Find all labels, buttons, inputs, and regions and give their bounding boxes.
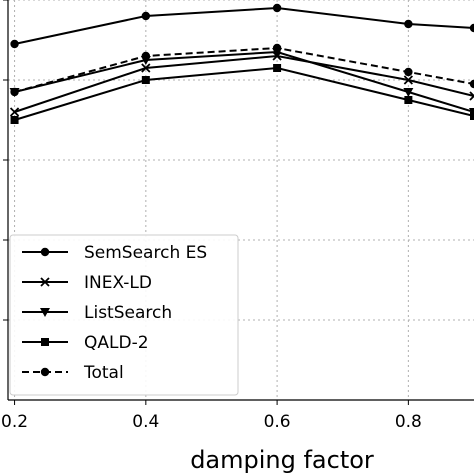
legend-marker-total (40, 367, 50, 377)
legend-label-total: Total (83, 363, 124, 383)
x-tick-label: 0.6 (264, 412, 291, 432)
data-point-inex-ld (9, 107, 20, 117)
data-point-qald-2 (273, 64, 282, 72)
data-point-semsearch-es (404, 19, 413, 29)
data-point-total (404, 67, 413, 77)
data-point-total (10, 87, 19, 97)
x-axis-ticks: 0.2 0.4 0.6 0.8 (1, 400, 422, 432)
legend-label-qald-2: QALD-2 (84, 333, 149, 353)
legend: SemSearch ES INEX-LD ListSearch QALD-2 Total (9, 234, 239, 396)
data-point-semsearch-es (10, 39, 19, 49)
legend-box (9, 234, 239, 396)
x-tick-label: 0.2 (1, 412, 28, 432)
x-tick-label: 0.8 (395, 412, 422, 432)
data-point-inex-ld (469, 91, 474, 101)
data-point-semsearch-es (272, 3, 282, 13)
legend-marker-listsearch (40, 308, 50, 317)
x-axis-label: damping factor (190, 446, 374, 474)
legend-marker-inex-ld (40, 277, 50, 287)
legend-label-inex-ld: INEX-LD (84, 273, 152, 293)
data-point-total (272, 43, 282, 53)
data-point-qald-2 (10, 116, 19, 124)
data-point-inex-ld (141, 63, 151, 73)
data-point-qald-2 (470, 112, 474, 120)
legend-label-semsearch-es: SemSearch ES (84, 243, 207, 263)
axes (3, 0, 474, 401)
data-point-qald-2 (404, 96, 413, 104)
data-point-total (141, 51, 151, 61)
data-point-listsearch (403, 88, 414, 97)
data-point-semsearch-es (469, 23, 474, 33)
data-point-inex-ld (403, 75, 414, 85)
legend-marker-semsearch-es (40, 247, 50, 257)
x-tick-label: 0.4 (132, 412, 159, 432)
data-point-semsearch-es (141, 11, 151, 21)
data-point-qald-2 (141, 76, 150, 84)
legend-marker-qald-2 (41, 338, 49, 346)
legend-label-listsearch: ListSearch (84, 303, 172, 323)
data-point-total (469, 79, 474, 89)
series-layer (9, 3, 474, 124)
